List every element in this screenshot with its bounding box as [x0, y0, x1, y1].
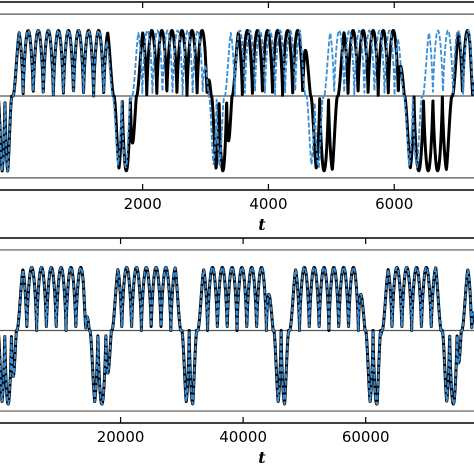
bottom-x-axis-label: t	[258, 448, 266, 467]
axes-frame	[0, 237, 474, 424]
x-tick-label: 4000	[249, 195, 287, 213]
x-tick-label: 20000	[97, 428, 145, 446]
bottom-plot-area: 20000 40000 60000	[0, 237, 474, 446]
top-panel: 2000 4000 6000 t	[0, 1, 474, 234]
top-plot-area: 2000 4000 6000	[0, 1, 474, 213]
series-line-dashed	[0, 266, 474, 405]
x-tick-label: 6000	[375, 195, 413, 213]
bottom-panel: 20000 40000 60000 t	[0, 237, 474, 467]
axes-frame	[0, 1, 474, 191]
top-x-axis-label: t	[258, 215, 266, 234]
x-tick-label: 60000	[342, 428, 390, 446]
x-tick-label: 2000	[124, 195, 162, 213]
x-tick-label: 40000	[219, 428, 267, 446]
